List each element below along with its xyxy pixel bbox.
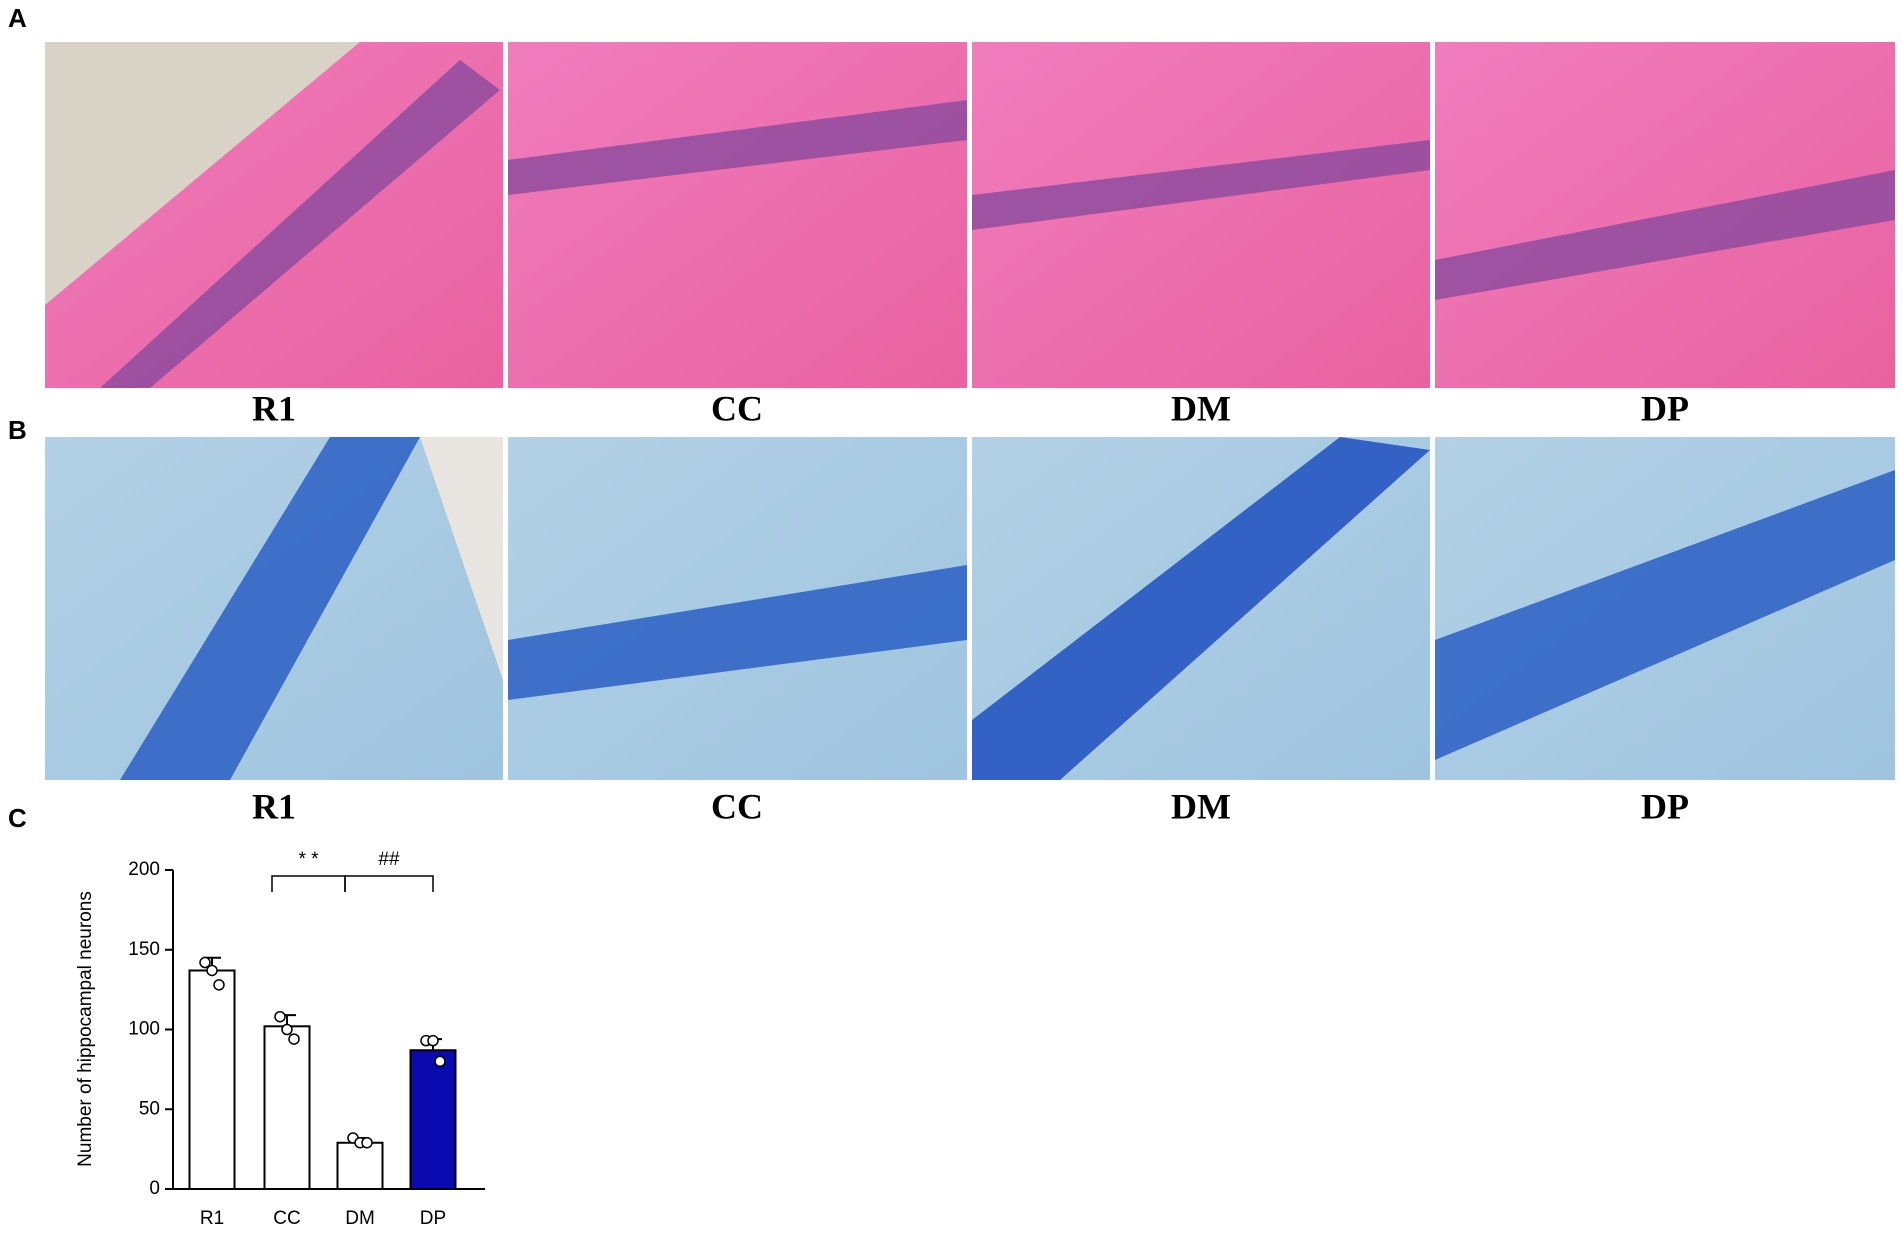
data-point [199, 956, 211, 969]
data-point [206, 964, 218, 977]
image-caption: DM [1171, 786, 1231, 826]
image-caption: CC [711, 388, 763, 428]
cell-layer [100, 60, 500, 388]
data-point [288, 1033, 300, 1045]
panel-label: C [8, 803, 27, 833]
bar [409, 1049, 457, 1190]
y-tick-label: 200 [128, 859, 160, 880]
cell-layer [1435, 170, 1895, 300]
background [420, 437, 503, 680]
y-tick-label: 0 [149, 1178, 160, 1199]
y-tick-label: 50 [139, 1098, 160, 1119]
cell-layer [508, 100, 967, 195]
bar [263, 1025, 311, 1191]
cell-layer [508, 565, 967, 700]
cell-layer [120, 437, 420, 780]
panel-label: A [8, 3, 27, 33]
image-caption: R1 [252, 786, 296, 826]
bracket [271, 875, 346, 892]
background [45, 42, 360, 305]
y-axis-label: Number of hippocampal neurons [75, 891, 96, 1167]
x-tick-label: R1 [200, 1208, 224, 1229]
data-point [427, 1034, 439, 1047]
panel-label: B [8, 415, 27, 445]
y-tick-label: 150 [128, 939, 160, 960]
image-caption: CC [711, 786, 763, 826]
x-tick-label: DM [345, 1208, 375, 1229]
x-tick-label: CC [273, 1208, 300, 1229]
cell-layer [972, 140, 1430, 230]
bar [188, 969, 236, 1190]
micrograph [508, 42, 967, 388]
panel-b-images [45, 437, 1895, 780]
image-caption: R1 [252, 388, 296, 428]
x-tick-label: DP [420, 1208, 446, 1229]
bracket [344, 875, 434, 892]
image-caption: DM [1171, 388, 1231, 428]
data-point [274, 1010, 286, 1023]
panel-a-images [45, 42, 1895, 388]
data-point [281, 1023, 293, 1036]
cell-layer [972, 437, 1430, 780]
image-caption: DP [1641, 388, 1689, 428]
significance-label: ## [378, 849, 400, 870]
y-tick-label: 100 [128, 1019, 160, 1040]
data-point [434, 1055, 446, 1068]
cell-layer [1435, 470, 1895, 760]
significance-label: * * [298, 849, 319, 870]
image-caption: DP [1641, 786, 1689, 826]
data-point [213, 979, 225, 991]
bar [336, 1141, 384, 1190]
data-point [361, 1136, 373, 1149]
